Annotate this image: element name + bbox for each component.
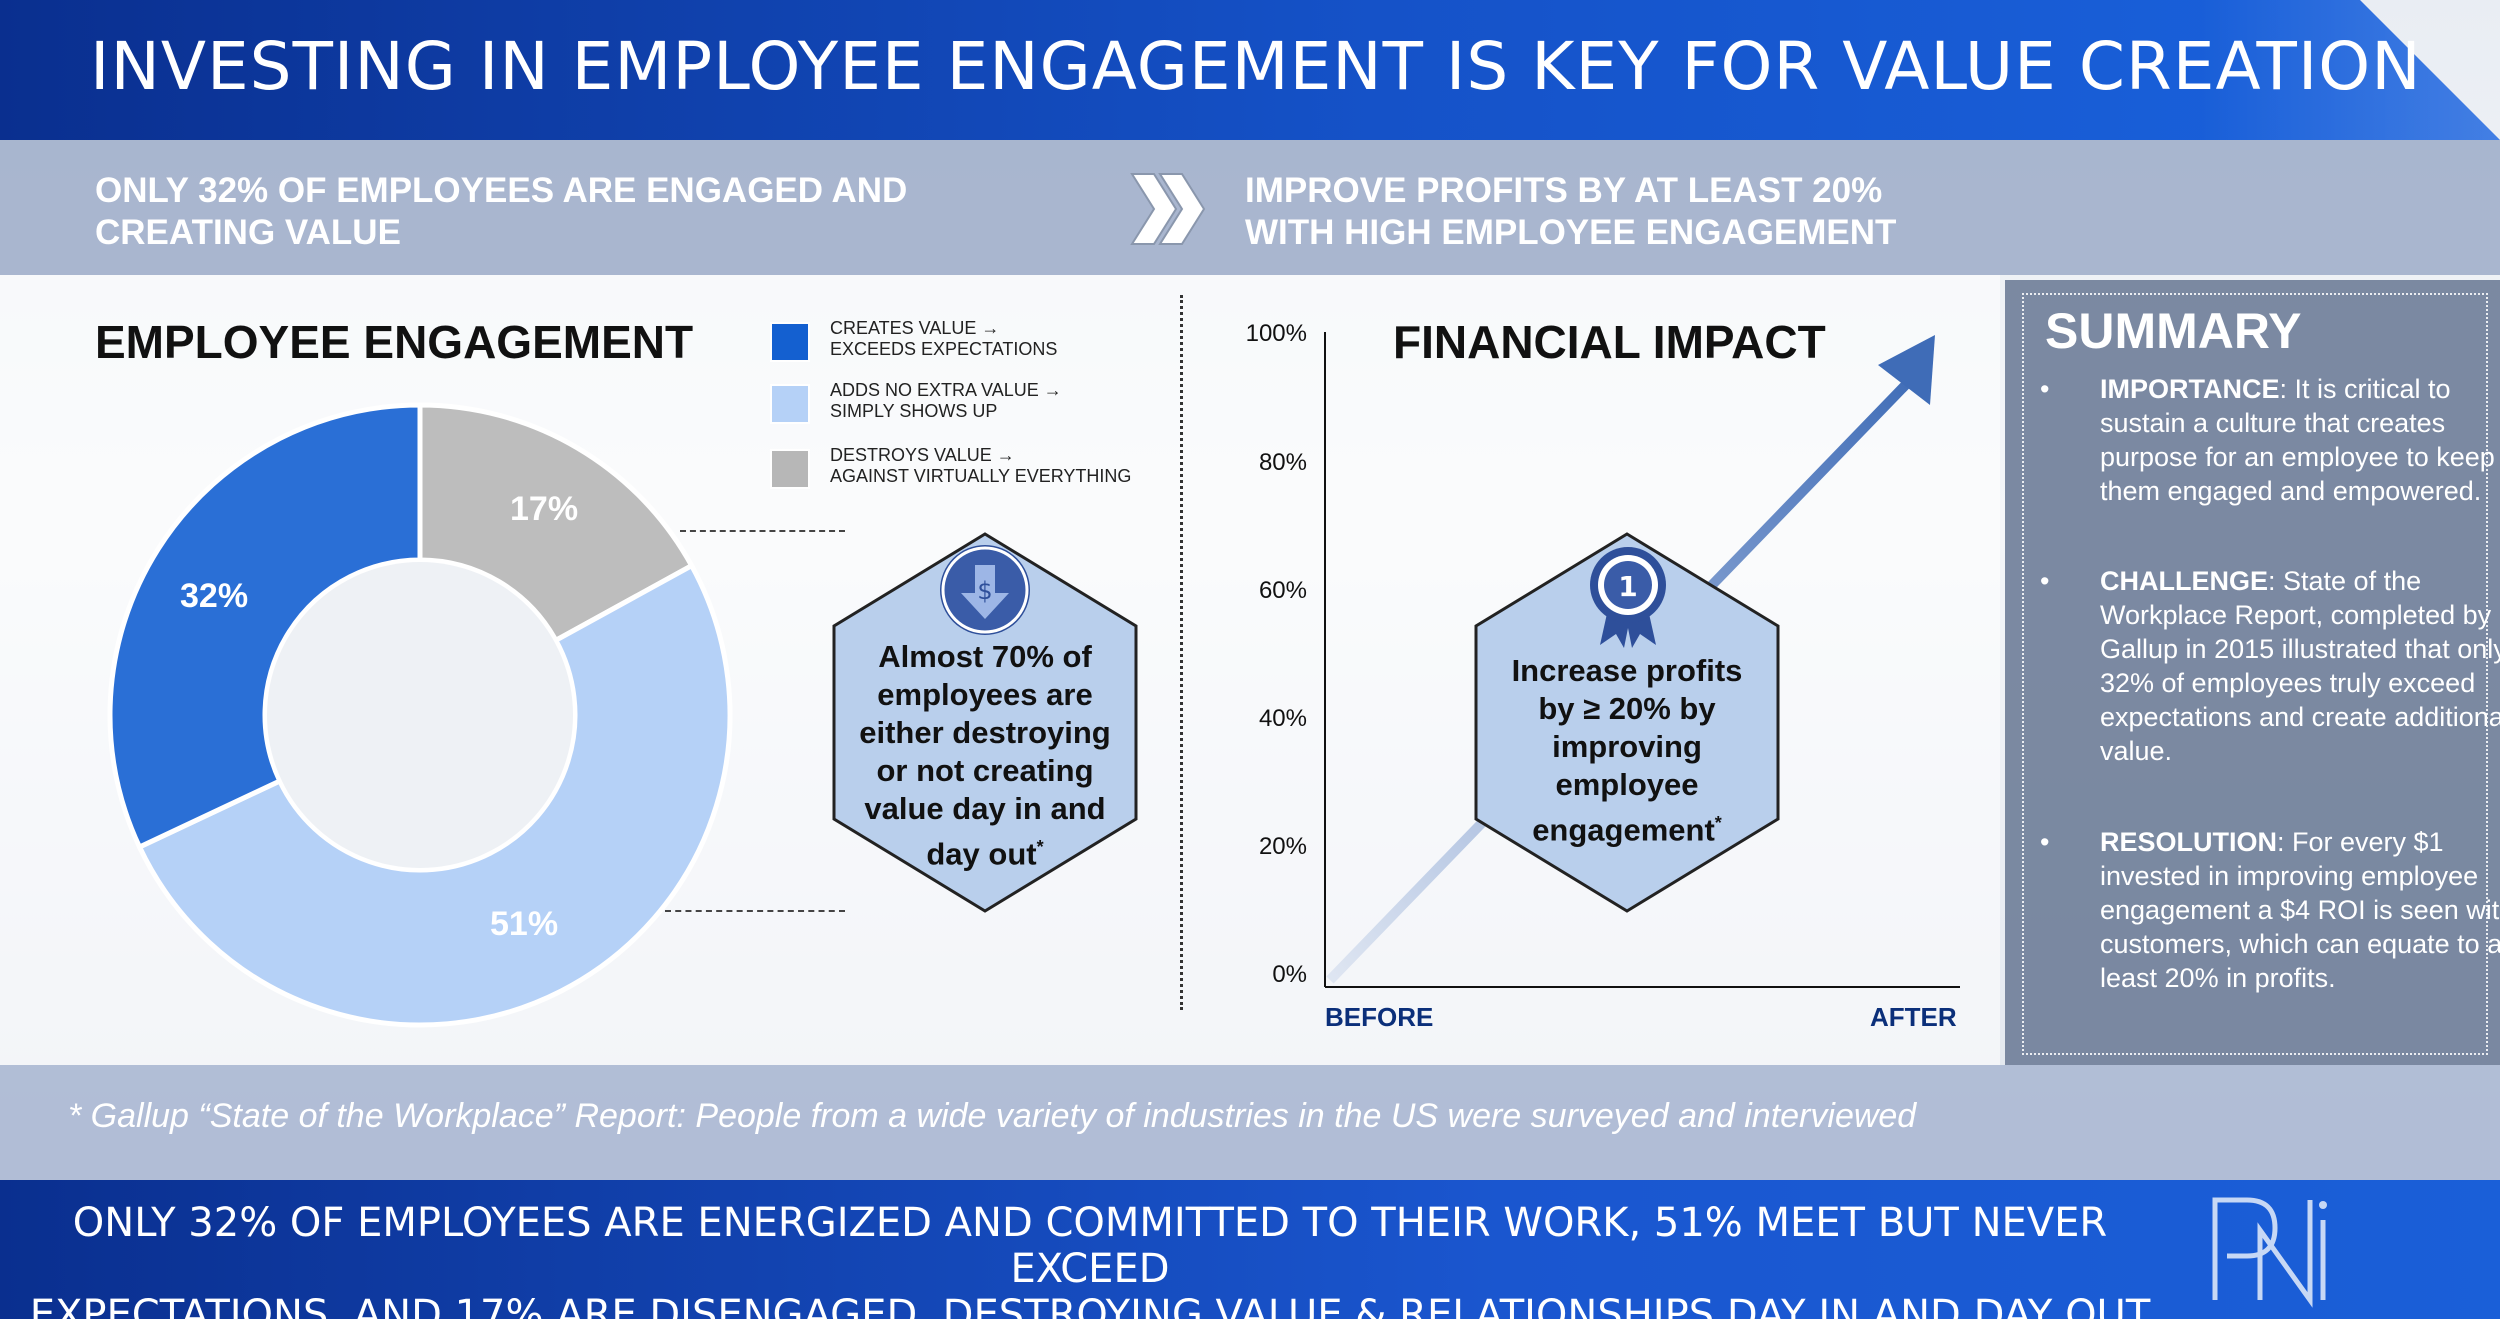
dollar-down-icon: $ xyxy=(940,545,1030,635)
subheader-left-line2: CREATING VALUE xyxy=(95,213,401,252)
double-chevron-icon xyxy=(1130,173,1206,245)
bottom-summary-line1: ONLY 32% OF EMPLOYEES ARE ENERGIZED AND … xyxy=(72,1200,2108,1292)
subheader-band xyxy=(0,140,2500,275)
bottom-summary: ONLY 32% OF EMPLOYEES ARE ENERGIZED AND … xyxy=(0,1200,2180,1319)
engagement-title: EMPLOYEE ENGAGEMENT xyxy=(95,316,694,368)
legend-swatch-creates xyxy=(770,322,810,362)
legend-swatch-adds xyxy=(770,384,810,424)
award-ribbon-icon: 1 xyxy=(1590,547,1666,648)
subheader-left: ONLY 32% OF EMPLOYEES ARE ENGAGED AND CR… xyxy=(95,170,907,254)
legend-label-creates: CREATES VALUE → EXCEEDS EXPECTATIONS xyxy=(830,318,1058,359)
donut-hole xyxy=(267,562,573,868)
slice-creates xyxy=(107,402,423,851)
subheader-right-line1: IMPROVE PROFITS BY AT LEAST 20% xyxy=(1245,171,1883,210)
y-tick-80: 80% xyxy=(1258,449,1307,476)
callout-hexagon-left xyxy=(832,532,1138,913)
svg-text:$: $ xyxy=(977,577,992,605)
slice-adds xyxy=(136,562,733,1028)
callout-text-left: Almost 70% of employees are either destr… xyxy=(859,639,1111,872)
leader-line-bottom xyxy=(665,910,845,912)
subheader-left-line1: ONLY 32% OF EMPLOYEES ARE ENGAGED AND xyxy=(95,171,908,210)
x-label-before: BEFORE xyxy=(1325,1002,1434,1032)
top-banner xyxy=(0,0,2500,140)
callout-hexagon-right xyxy=(1474,532,1780,913)
footnote-band xyxy=(0,1065,2500,1180)
footnote: * Gallup “State of the Workplace” Report… xyxy=(68,1097,1917,1135)
leader-line-top xyxy=(680,530,845,532)
financial-title: FINANCIAL IMPACT xyxy=(1393,316,1826,368)
summary-item-resolution: • RESOLUTION: For every $1 invested in i… xyxy=(2040,827,2500,993)
summary-border xyxy=(2022,293,2488,1055)
bottom-summary-line2: EXPECTATIONS, AND 17% ARE DISENGAGED, DE… xyxy=(29,1292,2151,1319)
panel-divider xyxy=(1180,295,1183,1010)
page-title: INVESTING IN EMPLOYEE ENGAGEMENT IS KEY … xyxy=(90,28,2422,105)
y-tick-60: 60% xyxy=(1258,577,1307,604)
y-tick-0: 0% xyxy=(1272,961,1307,988)
bottom-banner xyxy=(0,1180,2500,1319)
summary-panel xyxy=(2005,280,2500,1065)
summary-item-challenge: • CHALLENGE: State of the Workplace Repo… xyxy=(2040,566,2500,766)
y-tick-40: 40% xyxy=(1258,705,1307,732)
trend-arrow-head xyxy=(1878,335,1935,405)
slice-label-creates: 32% xyxy=(180,577,249,615)
legend-label-adds: ADDS NO EXTRA VALUE → SIMPLY SHOWS UP xyxy=(830,380,1062,421)
y-tick-100: 100% xyxy=(1245,320,1307,347)
y-tick-20: 20% xyxy=(1258,833,1307,860)
callout-text-right: Increase profits by ≥ 20% by improving e… xyxy=(1511,653,1743,848)
svg-text:1: 1 xyxy=(1618,570,1637,603)
donut-chart xyxy=(107,402,733,1028)
summary-item-importance: • IMPORTANCE: It is critical to sustain … xyxy=(2040,374,2495,506)
legend-swatch-destroys xyxy=(770,449,810,489)
subheader-right-line2: WITH HIGH EMPLOYEE ENGAGEMENT xyxy=(1245,213,1897,252)
x-label-after: AFTER xyxy=(1870,1002,1957,1032)
summary-title: SUMMARY xyxy=(2045,303,2302,359)
slice-label-adds: 51% xyxy=(490,905,559,943)
subheader-right: IMPROVE PROFITS BY AT LEAST 20% WITH HIG… xyxy=(1245,170,1896,254)
legend-label-destroys: DESTROYS VALUE → AGAINST VIRTUALLY EVERYT… xyxy=(830,445,1132,486)
slice-destroys xyxy=(417,402,696,644)
slice-label-destroys: 17% xyxy=(510,490,579,528)
pn-logo-icon xyxy=(2212,1197,2327,1308)
